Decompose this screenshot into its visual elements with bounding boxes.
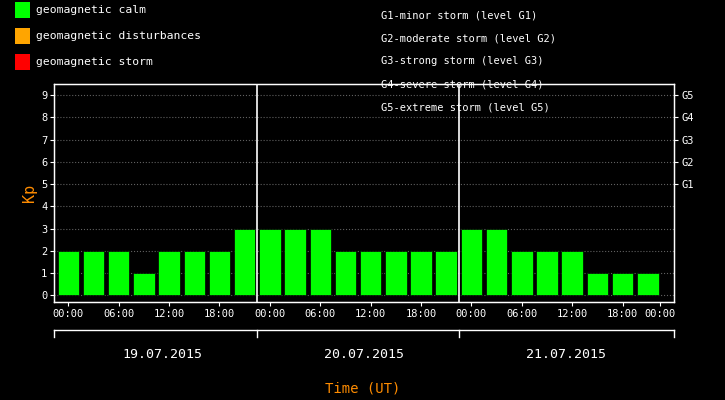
Bar bbox=[637, 273, 658, 295]
Text: geomagnetic storm: geomagnetic storm bbox=[36, 57, 153, 67]
Text: Time (UT): Time (UT) bbox=[325, 382, 400, 396]
Bar bbox=[158, 251, 180, 295]
Text: G4-severe storm (level G4): G4-severe storm (level G4) bbox=[381, 80, 543, 90]
Bar bbox=[460, 228, 482, 295]
Bar bbox=[57, 251, 79, 295]
Text: G1-minor storm (level G1): G1-minor storm (level G1) bbox=[381, 10, 537, 20]
Y-axis label: Kp: Kp bbox=[22, 184, 37, 202]
Text: G3-strong storm (level G3): G3-strong storm (level G3) bbox=[381, 56, 543, 66]
Bar bbox=[587, 273, 608, 295]
Text: 20.07.2015: 20.07.2015 bbox=[324, 348, 405, 360]
Bar bbox=[335, 251, 356, 295]
Bar bbox=[511, 251, 532, 295]
Bar bbox=[133, 273, 154, 295]
Bar bbox=[259, 228, 281, 295]
Bar bbox=[385, 251, 407, 295]
Bar bbox=[234, 228, 255, 295]
Bar bbox=[209, 251, 230, 295]
Bar bbox=[360, 251, 381, 295]
Bar bbox=[536, 251, 558, 295]
Bar bbox=[612, 273, 634, 295]
Text: 21.07.2015: 21.07.2015 bbox=[526, 348, 606, 360]
Bar bbox=[561, 251, 583, 295]
Bar bbox=[284, 228, 306, 295]
Bar bbox=[486, 228, 508, 295]
Bar bbox=[83, 251, 104, 295]
Bar bbox=[410, 251, 431, 295]
Text: geomagnetic calm: geomagnetic calm bbox=[36, 5, 146, 15]
Text: 19.07.2015: 19.07.2015 bbox=[123, 348, 203, 360]
Bar bbox=[108, 251, 129, 295]
Bar bbox=[183, 251, 205, 295]
Bar bbox=[436, 251, 457, 295]
Text: G2-moderate storm (level G2): G2-moderate storm (level G2) bbox=[381, 33, 555, 43]
Text: G5-extreme storm (level G5): G5-extreme storm (level G5) bbox=[381, 103, 550, 113]
Text: geomagnetic disturbances: geomagnetic disturbances bbox=[36, 31, 202, 41]
Bar bbox=[310, 228, 331, 295]
